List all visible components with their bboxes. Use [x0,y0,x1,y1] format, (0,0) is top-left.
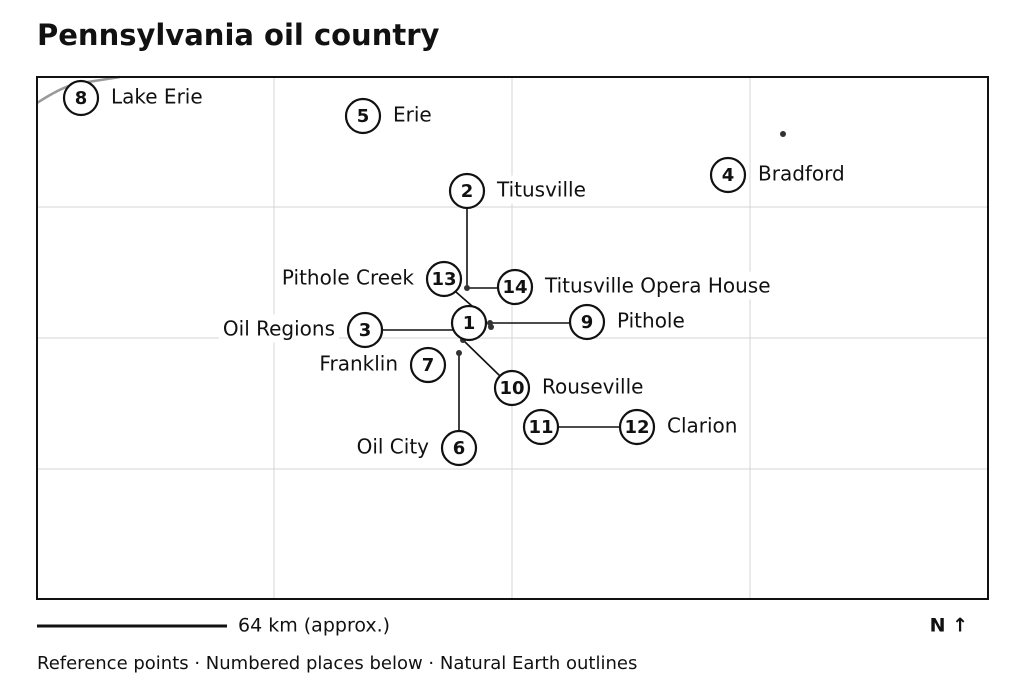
place-number: 11 [528,417,553,438]
place-marker [496,268,534,306]
place-marker [62,79,100,117]
place-marker [709,156,747,194]
reference-point [780,131,786,137]
place-marker [450,304,488,342]
place-marker [493,369,531,407]
place-number: 13 [431,269,456,290]
label-background [492,175,590,204]
place-label: Oil Regions [223,317,335,341]
leader-line [462,339,501,377]
place-label: Titusville Opera House [544,274,771,298]
place-number: 2 [461,181,474,202]
map-frame [36,76,989,600]
label-background [754,159,849,188]
place-label: Erie [393,103,432,127]
place-label: Pithole [617,309,685,333]
place-number: 12 [624,417,649,438]
place-number: 3 [359,320,372,341]
place-number: 5 [357,106,370,127]
label-background [352,432,434,461]
reference-point [464,285,470,291]
scale-label: 64 km (approx.) [238,615,390,637]
label-background [540,271,775,300]
place-marker [448,172,486,210]
leader-line [455,291,473,307]
place-label: Lake Erie [111,85,203,109]
place-marker [440,429,478,467]
place-number: 6 [453,438,466,459]
label-background [613,306,689,335]
title: Pennsylvania oil country [37,18,440,52]
graticule [37,77,988,599]
leader-lines [382,208,620,431]
place-marker [568,303,606,341]
reference-point [488,324,494,330]
place-marker [425,260,463,298]
footer: Reference points · Numbered places below… [37,653,637,674]
place-marker [522,408,560,446]
place-label: Bradford [758,162,845,186]
place-number: 9 [581,312,594,333]
label-background [107,82,207,111]
places: 1 Titusville 2 Oil Regions 3 Bradford 4 Erie 5 Oi… [62,79,849,467]
label-background [277,263,419,292]
label-background [218,314,339,343]
place-label: Pithole Creek [282,266,415,290]
reference-point [456,350,462,356]
north-arrow: N ↑ [930,615,968,637]
place-number: 10 [499,378,524,399]
place-number: 8 [75,88,88,109]
place-label: Franklin [319,352,398,376]
place-marker [409,346,447,384]
label-background [315,349,402,378]
place-number: 1 [463,313,476,334]
place-label: Oil City [357,435,430,459]
label-background [389,100,436,129]
place-number: 7 [422,355,435,376]
place-number: 14 [502,277,527,298]
label-background [538,372,648,401]
place-label: Titusville [496,178,586,202]
place-marker [344,97,382,135]
place-marker [346,311,384,349]
label-background [663,411,742,440]
place-marker [618,408,656,446]
place-number: 4 [722,165,735,186]
place-label: Rouseville [542,375,643,399]
place-label: Clarion [667,414,737,438]
